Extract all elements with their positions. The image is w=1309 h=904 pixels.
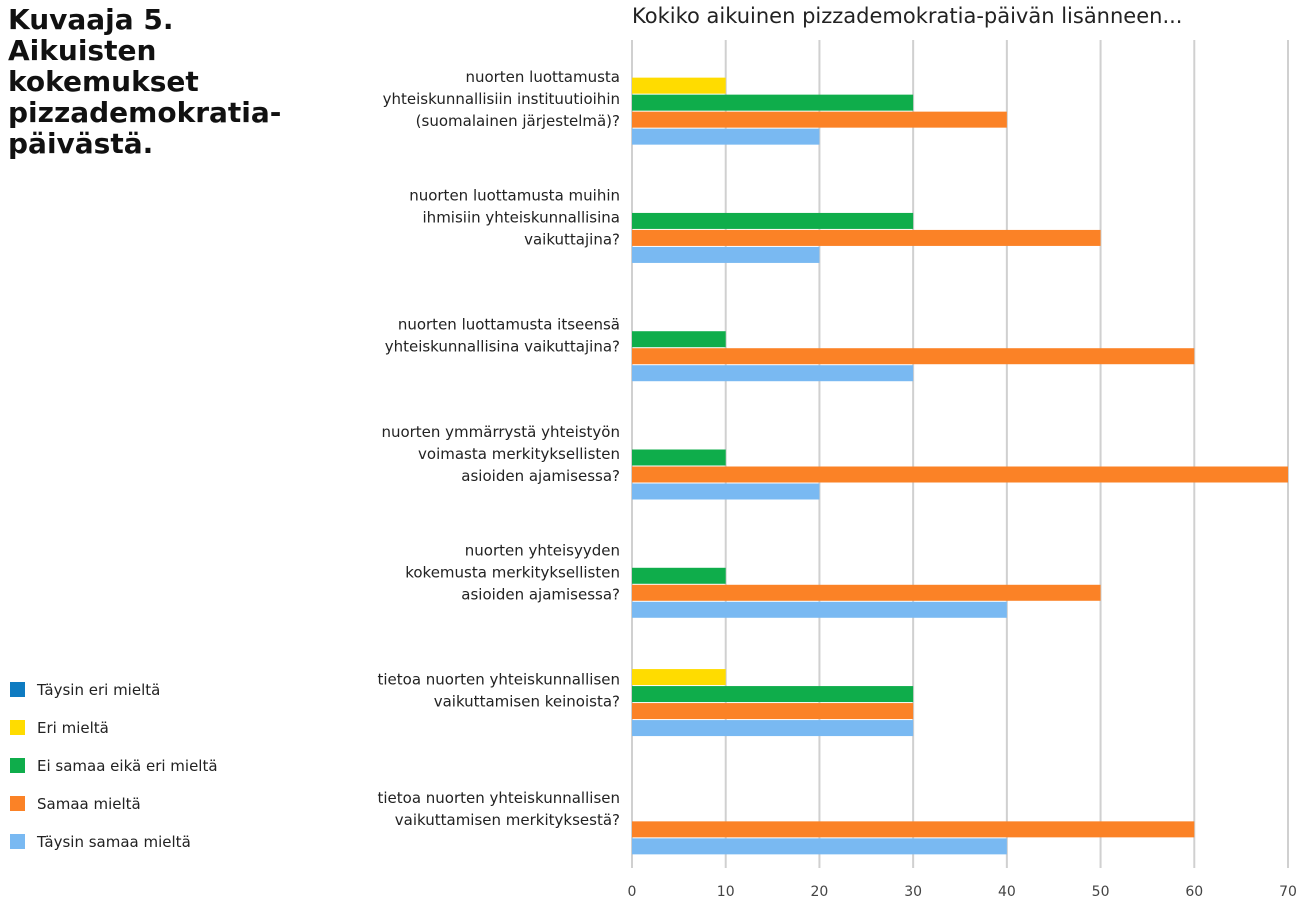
category-label: ihmisiin yhteiskunnallisina: [423, 208, 620, 226]
bar: [632, 703, 914, 720]
bar: [632, 584, 1101, 601]
category-label: nuorten yhteisyyden: [465, 541, 620, 559]
bar: [632, 246, 820, 263]
legend-item-taysin-samaa-mielta: Täysin samaa mieltä: [10, 832, 218, 851]
figure-heading: Kuvaaja 5. Aikuisten kokemukset pizzadem…: [8, 3, 282, 160]
bar: [632, 567, 726, 584]
x-tick-label: 40: [998, 884, 1016, 900]
bar: [632, 483, 820, 500]
bar: [632, 669, 726, 686]
bar: [632, 601, 1007, 618]
chart-legend: Täysin eri mieltä Eri mieltä Ei samaa ei…: [10, 680, 218, 870]
bar: [632, 111, 1007, 128]
category-label: (suomalainen järjestelmä)?: [416, 112, 620, 130]
category-label: vaikuttajina?: [524, 230, 620, 248]
legend-label: Täysin eri mieltä: [37, 680, 161, 699]
bar: [632, 229, 1101, 246]
bar: [632, 365, 914, 382]
x-tick-label: 10: [717, 884, 735, 900]
category-label: nuorten luottamusta itseensä: [398, 316, 620, 334]
legend-item-samaa-mielta: Samaa mieltä: [10, 794, 218, 813]
bar: [632, 331, 726, 348]
legend-label: Täysin samaa mieltä: [37, 832, 191, 851]
legend-swatch: [10, 720, 25, 735]
bar: [632, 449, 726, 466]
x-tick-label: 70: [1279, 884, 1297, 900]
bar: [632, 838, 1007, 855]
category-label: tietoa nuorten yhteiskunnallisen: [377, 671, 620, 689]
bar: [632, 348, 1195, 365]
legend-label: Samaa mieltä: [37, 794, 141, 813]
bar: [632, 212, 914, 229]
legend-swatch: [10, 682, 25, 697]
category-label: asioiden ajamisessa?: [461, 585, 620, 603]
x-tick-label: 20: [811, 884, 829, 900]
bar: [632, 466, 1288, 483]
bar: [632, 720, 914, 737]
legend-label: Ei samaa eikä eri mieltä: [37, 756, 218, 775]
category-label: tietoa nuorten yhteiskunnallisen: [377, 789, 620, 807]
category-label: nuorten ymmärrystä yhteistyön: [381, 423, 620, 441]
bar: [632, 128, 820, 145]
legend-swatch: [10, 834, 25, 849]
category-label: yhteiskunnallisiin instituutioihin: [383, 90, 620, 108]
bar: [632, 77, 726, 94]
x-tick-label: 50: [1092, 884, 1110, 900]
legend-swatch: [10, 796, 25, 811]
category-label: nuorten luottamusta muihin: [409, 186, 620, 204]
bar: [632, 94, 914, 111]
x-tick-label: 30: [904, 884, 922, 900]
legend-item-taysin-eri-mielta: Täysin eri mieltä: [10, 680, 218, 699]
bar: [632, 686, 914, 703]
x-tick-label: 0: [628, 884, 637, 900]
category-label: asioiden ajamisessa?: [461, 467, 620, 485]
legend-swatch: [10, 758, 25, 773]
x-tick-label: 60: [1185, 884, 1203, 900]
legend-item-eri-mielta: Eri mieltä: [10, 718, 218, 737]
category-label: vaikuttamisen merkityksestä?: [395, 811, 620, 829]
category-label: kokemusta merkityksellisten: [405, 563, 620, 581]
bar: [632, 821, 1195, 838]
legend-item-ei-samaa-eika-eri-mielta: Ei samaa eikä eri mieltä: [10, 756, 218, 775]
category-label: voimasta merkityksellisten: [418, 445, 620, 463]
category-label: nuorten luottamusta: [465, 68, 620, 86]
category-label: yhteiskunnallisina vaikuttajina?: [385, 338, 620, 356]
category-label: vaikuttamisen keinoista?: [434, 693, 620, 711]
chart-title: Kokiko aikuinen pizzademokratia-päivän l…: [632, 4, 1183, 28]
legend-label: Eri mieltä: [37, 718, 109, 737]
